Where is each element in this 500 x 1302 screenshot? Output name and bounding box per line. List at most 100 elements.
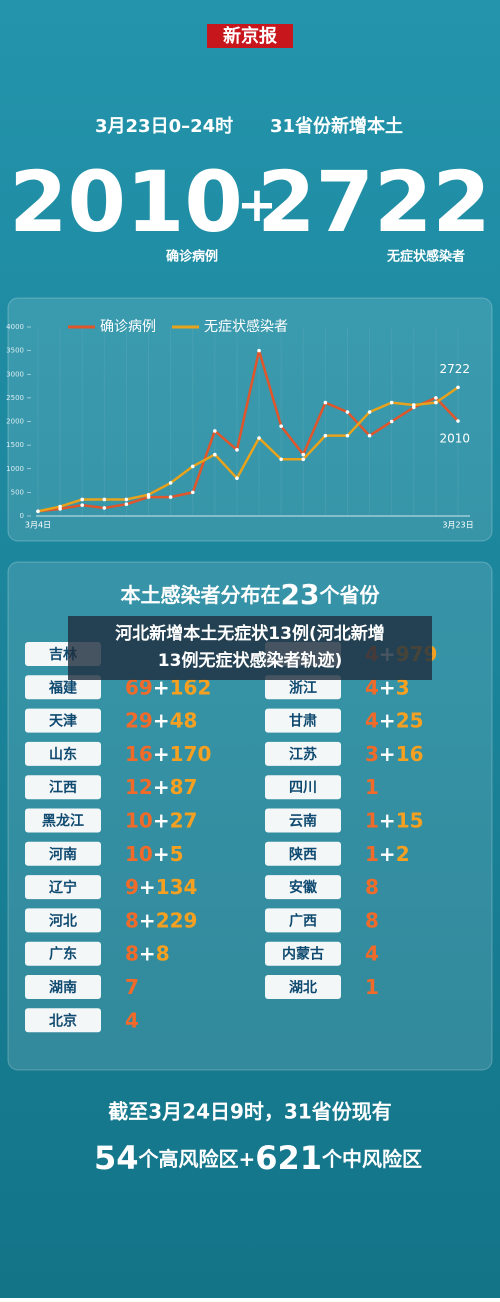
- province-value: 8: [365, 908, 379, 932]
- province-box: [25, 775, 101, 800]
- province-box: [25, 908, 101, 933]
- province-name: 湖南: [49, 979, 77, 996]
- province-name: 广东: [49, 946, 77, 963]
- subtitle: 31省份新增本土: [270, 115, 403, 137]
- chart-panel: [7, 297, 493, 542]
- y-tick-label: 2500: [6, 394, 24, 402]
- data-point: [102, 497, 107, 502]
- y-tick-label: 3000: [6, 370, 24, 378]
- value-part: 3: [365, 741, 379, 765]
- data-point: [323, 400, 328, 405]
- value-part: +: [379, 808, 396, 832]
- data-point: [190, 490, 195, 495]
- value-part: 87: [170, 775, 198, 799]
- value-part: 8: [156, 941, 170, 965]
- data-point: [257, 348, 261, 353]
- province-box: [25, 941, 101, 966]
- value-part: +: [379, 841, 396, 865]
- province-value: 8+229: [125, 908, 197, 932]
- data-point: [279, 457, 283, 462]
- value-part: 8: [125, 908, 139, 932]
- footer-text: 个高风险区+: [137, 1147, 255, 1171]
- data-point: [235, 448, 239, 452]
- value-part: 8: [125, 941, 139, 965]
- value-part: +: [139, 875, 156, 899]
- data-point: [279, 424, 283, 429]
- province-box: [25, 875, 101, 900]
- y-tick-label: 1500: [6, 441, 24, 449]
- province-value: 1+15: [365, 808, 424, 832]
- y-tick-label: 0: [20, 512, 24, 520]
- province-name: 江苏: [289, 746, 317, 763]
- data-point: [58, 504, 62, 509]
- value-part: 16: [396, 741, 424, 765]
- brand: 新京报: [223, 25, 277, 47]
- province-box: [25, 675, 101, 700]
- value-part: 27: [170, 808, 198, 832]
- x-tick-label: 3月4日: [25, 521, 51, 530]
- high-count: 54: [94, 1139, 139, 1177]
- data-point: [345, 433, 350, 438]
- value-part: 1: [365, 775, 379, 799]
- value-part: 4: [365, 941, 379, 965]
- province-value: 10+5: [125, 841, 184, 865]
- y-tick-label: 4000: [6, 323, 24, 331]
- province-box: [265, 741, 341, 766]
- province-value: 3+16: [365, 741, 424, 765]
- province-box: [265, 775, 341, 800]
- confirmed-label: 确诊病例: [166, 249, 218, 265]
- data-point: [168, 481, 173, 485]
- data-point: [367, 410, 372, 414]
- province-box: [265, 841, 341, 866]
- province-box: [265, 708, 341, 733]
- data-point: [257, 436, 261, 440]
- series-line: [37, 386, 459, 513]
- province-name: 安徽: [289, 879, 318, 896]
- value-part: 4: [365, 708, 379, 732]
- province-box: [25, 975, 101, 999]
- x-tick-label: 3月23日: [442, 521, 473, 530]
- data-point: [323, 433, 328, 438]
- footer-text: 个中风险区: [321, 1147, 422, 1171]
- distribution-panel: [7, 561, 493, 1071]
- caption-overlay: [68, 616, 432, 680]
- value-part: +: [139, 941, 156, 965]
- value-part: 3: [396, 675, 410, 699]
- province-box: [265, 975, 341, 999]
- value-part: +: [139, 908, 156, 932]
- value-part: 5: [170, 841, 184, 865]
- data-point: [213, 452, 217, 457]
- series-line: [37, 350, 459, 513]
- province-box: [265, 808, 341, 833]
- confirmed-number: 2010: [9, 153, 243, 251]
- value-part: 16: [125, 741, 153, 765]
- province-box: [25, 841, 101, 866]
- province-box: [265, 908, 341, 933]
- data-point: [235, 476, 239, 481]
- end-label: 2722: [439, 362, 470, 376]
- asymptomatic-label: 无症状感染者: [386, 249, 465, 265]
- y-tick-label: 3500: [6, 347, 24, 355]
- value-part: 1: [365, 841, 379, 865]
- asymptomatic-number: 2722: [257, 153, 491, 251]
- data-point: [190, 464, 195, 469]
- data-point: [146, 492, 151, 497]
- data-point: [36, 509, 40, 514]
- province-count: 23: [281, 578, 320, 611]
- legend-label: 无症状感染者: [204, 318, 288, 335]
- province-box: [265, 675, 341, 700]
- province-value: 7: [125, 975, 139, 999]
- legend-label: 确诊病例: [100, 319, 156, 335]
- province-box: [25, 1008, 101, 1033]
- data-point: [345, 410, 350, 414]
- province-value: 1: [365, 975, 379, 999]
- footer-line: 截至3月24日9时，31省份现有: [108, 1100, 392, 1124]
- end-label: 2010: [439, 432, 470, 446]
- value-part: 4: [365, 675, 379, 699]
- value-part: 229: [156, 908, 198, 932]
- value-part: 9: [125, 875, 139, 899]
- data-point: [301, 452, 306, 457]
- value-part: 12: [125, 775, 153, 799]
- data-point: [434, 396, 438, 400]
